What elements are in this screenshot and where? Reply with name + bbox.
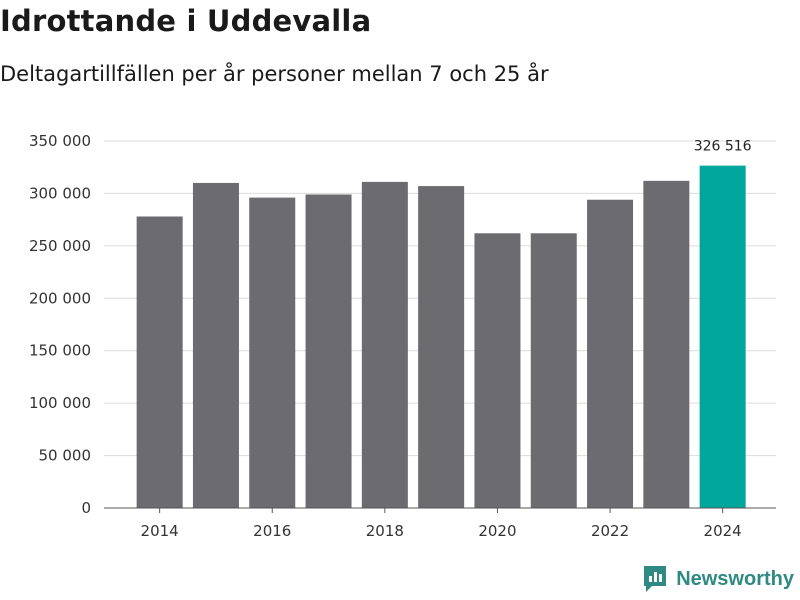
y-tick-label: 200 000 xyxy=(29,289,91,307)
x-tick-label: 2024 xyxy=(704,522,742,540)
newsworthy-logo-icon xyxy=(644,566,667,592)
bar-2015 xyxy=(192,182,239,508)
bar-2016 xyxy=(249,197,296,508)
bar-2022 xyxy=(587,199,634,508)
x-tick-label: 2016 xyxy=(253,522,291,540)
y-tick-label: 300 000 xyxy=(29,184,91,202)
bar-2024 xyxy=(699,165,746,509)
y-tick-label: 50 000 xyxy=(39,447,92,465)
bar-2018 xyxy=(361,181,408,508)
bar-2014 xyxy=(136,216,183,509)
y-tick-label: 250 000 xyxy=(29,237,91,255)
bar-2021 xyxy=(530,233,577,508)
bar-chart: 0 50 000 100 000 150 000 200 000 250 000 300 0… xyxy=(29,132,776,540)
bar-2023 xyxy=(643,180,690,509)
chart-title: Idrottande i Uddevalla xyxy=(0,4,372,38)
y-tick-label: 0 xyxy=(81,499,91,517)
y-tick-label: 100 000 xyxy=(29,394,91,412)
chart-subtitle: Deltagartillfällen per år personer mella… xyxy=(0,62,549,86)
x-tick-label: 2014 xyxy=(141,522,179,540)
x-tick-label: 2020 xyxy=(478,522,516,540)
bar-2020 xyxy=(474,233,521,508)
x-tick-label: 2018 xyxy=(366,522,404,540)
y-tick-label: 150 000 xyxy=(29,342,91,360)
bar-2017 xyxy=(305,194,352,508)
y-tick-label: 350 000 xyxy=(29,132,91,150)
bar-2019 xyxy=(418,186,465,509)
x-tick-label: 2022 xyxy=(591,522,629,540)
brand-name: Newsworthy xyxy=(676,567,794,590)
brand-logo: Newsworthy xyxy=(642,564,794,594)
data-label-2024: 326 516 xyxy=(694,139,752,155)
